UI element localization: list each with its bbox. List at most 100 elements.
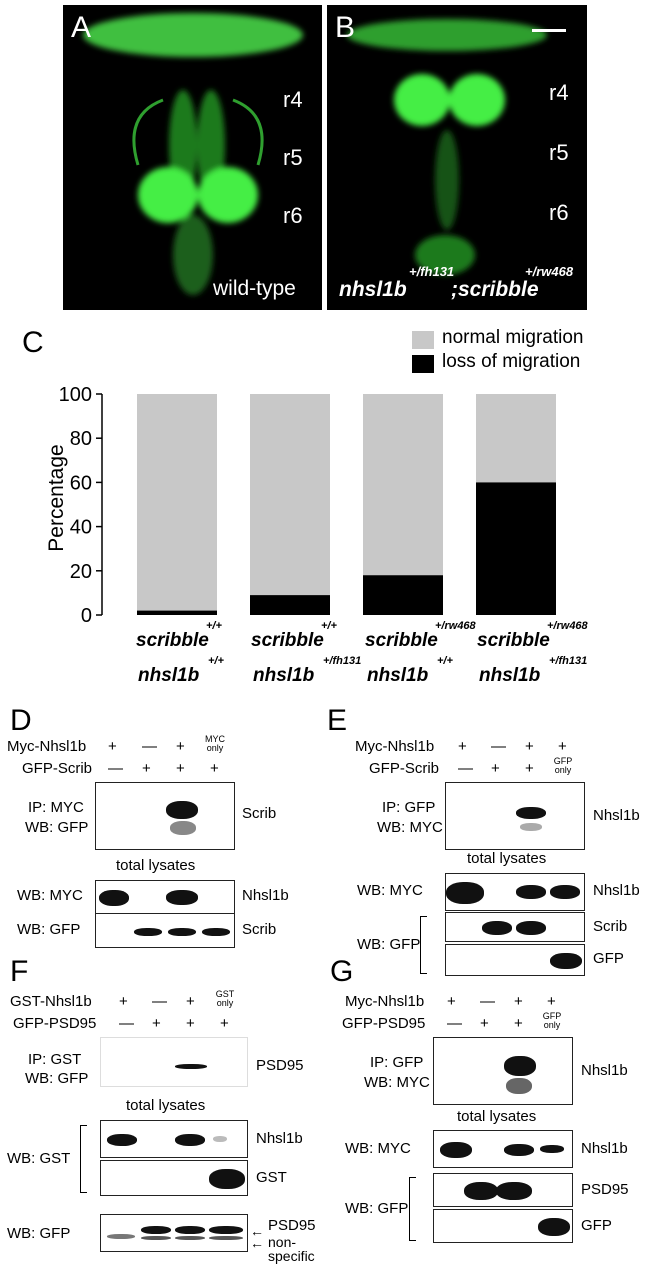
d-ip-label: IP: MYC bbox=[28, 799, 84, 816]
g-r2-m3: + bbox=[514, 1015, 523, 1032]
legend-label-loss: loss of migration bbox=[442, 351, 581, 372]
f-wb2-protein2: non-specific bbox=[268, 1234, 315, 1264]
cat3-sup1: +/rw468 bbox=[435, 620, 476, 632]
g-r1-m2: — bbox=[480, 993, 495, 1010]
e-wb1-label: WB: MYC bbox=[357, 882, 423, 899]
e-ip-protein: Nhsl1b bbox=[593, 807, 640, 824]
cat2-line1: scribble bbox=[251, 630, 324, 651]
y-tick-label: 0 bbox=[81, 605, 92, 627]
e-r1-m4: + bbox=[558, 738, 567, 755]
g-ip-label: IP: GFP bbox=[370, 1054, 424, 1071]
f-wb2-blot bbox=[100, 1214, 248, 1252]
f-wb1-protein2: GST bbox=[256, 1169, 287, 1186]
band bbox=[440, 1142, 472, 1158]
f-wb1-protein1: Nhsl1b bbox=[256, 1130, 303, 1147]
d-r1-m1: + bbox=[108, 738, 117, 755]
d-wb2-label: WB: GFP bbox=[17, 921, 81, 938]
f-r2-m2: + bbox=[152, 1015, 161, 1032]
e-wb2a-blot bbox=[445, 912, 585, 942]
band bbox=[496, 1182, 532, 1200]
f-r2-m3: + bbox=[186, 1015, 195, 1032]
e-ip-label: IP: GFP bbox=[382, 799, 436, 816]
e-r1-m1: + bbox=[458, 738, 467, 755]
category-label-3: scribble +/rw468 nhsl1b +/+ bbox=[365, 620, 485, 695]
g-r1-m1: + bbox=[447, 993, 456, 1010]
band bbox=[166, 801, 198, 819]
cat1-line1: scribble bbox=[136, 630, 209, 651]
genotype-caption-b: nhsl1b +/fh131 ;scribble +/rw468 bbox=[339, 262, 587, 302]
d-wb1-blot bbox=[95, 880, 235, 915]
gene-nhsl1b: nhsl1b bbox=[339, 278, 407, 301]
e-wb1-blot bbox=[445, 873, 585, 911]
panel-e: E Myc-Nhsl1b + — + + GFP-Scrib — + + GFP… bbox=[325, 700, 650, 976]
e-wb2-protein1: Scrib bbox=[593, 918, 628, 935]
band bbox=[516, 921, 546, 935]
panel-label-f: F bbox=[10, 955, 29, 988]
band bbox=[99, 890, 129, 906]
micrograph-a: A r4 r5 r6 wild-type bbox=[63, 5, 322, 310]
band bbox=[170, 821, 196, 835]
d-ipwb-label: WB: GFP bbox=[25, 819, 89, 836]
panel-label-a: A bbox=[71, 11, 92, 44]
legend-swatch-normal bbox=[412, 331, 434, 349]
legend-swatch-loss bbox=[412, 355, 434, 373]
band bbox=[168, 928, 196, 936]
band bbox=[107, 1234, 135, 1239]
band bbox=[134, 928, 162, 936]
f-ip-protein: PSD95 bbox=[256, 1057, 304, 1074]
panel-label-g: G bbox=[330, 955, 354, 988]
row2-label-e: GFP-Scrib bbox=[369, 760, 440, 777]
region-r6-label: r6 bbox=[283, 203, 303, 228]
f-wb1b-blot bbox=[100, 1160, 248, 1196]
band bbox=[141, 1236, 171, 1240]
d-r1-m3: + bbox=[176, 738, 185, 755]
f-r1-m3: + bbox=[186, 993, 195, 1010]
d-r2-m3: + bbox=[176, 760, 185, 777]
band bbox=[202, 928, 230, 936]
region-r4-label-b: r4 bbox=[549, 80, 569, 105]
row1-label-g: Myc-Nhsl1b bbox=[345, 993, 425, 1010]
g-wb1-protein: Nhsl1b bbox=[581, 1140, 628, 1157]
row2-label-g: GFP-PSD95 bbox=[342, 1015, 426, 1032]
y-tick-label: 80 bbox=[70, 428, 92, 450]
y-tick-label: 20 bbox=[70, 561, 92, 583]
g-total-lysates: total lysates bbox=[457, 1108, 537, 1125]
e-wb2-label: WB: GFP bbox=[357, 936, 421, 953]
g-ip-protein: Nhsl1b bbox=[581, 1062, 628, 1079]
g-wb2a-blot bbox=[433, 1173, 573, 1207]
e-total-lysates: total lysates bbox=[467, 850, 547, 867]
y-tick-label: 40 bbox=[70, 517, 92, 539]
g-r2-m1: — bbox=[447, 1015, 462, 1032]
panel-f: F GST-Nhsl1b + — + GST only GFP-PSD95 — … bbox=[0, 955, 325, 1280]
band bbox=[141, 1226, 171, 1234]
allele-fh131: +/fh131 bbox=[409, 264, 455, 279]
band bbox=[107, 1134, 137, 1146]
band bbox=[213, 1136, 227, 1142]
y-tick-label: 60 bbox=[70, 472, 92, 494]
g-ip-blot bbox=[433, 1037, 573, 1105]
bar-loss-of-migration bbox=[250, 595, 330, 615]
band bbox=[538, 1218, 570, 1236]
band bbox=[540, 1145, 564, 1153]
row2-label-f: GFP-PSD95 bbox=[13, 1015, 97, 1032]
cat4-sup1: +/rw468 bbox=[547, 620, 588, 632]
d-ip-blot bbox=[95, 782, 235, 850]
row1-label-f: GST-Nhsl1b bbox=[10, 993, 92, 1010]
bar-loss-of-migration bbox=[363, 575, 443, 615]
g-wb2b-blot bbox=[433, 1209, 573, 1243]
band bbox=[175, 1226, 205, 1234]
bar-loss-of-migration bbox=[476, 482, 556, 615]
band bbox=[516, 885, 546, 899]
band bbox=[550, 953, 582, 969]
d-wb2-protein: Scrib bbox=[242, 921, 277, 938]
category-label-1: scribble +/+ nhsl1b +/+ bbox=[136, 620, 246, 695]
d-r2-m1: — bbox=[108, 760, 123, 777]
row2-label-d: GFP-Scrib bbox=[22, 760, 93, 777]
cat3-sup2: +/+ bbox=[437, 655, 453, 667]
panel-label-b: B bbox=[335, 11, 356, 44]
e-wb2-protein2: GFP bbox=[593, 950, 624, 967]
e-ipwb-label: WB: MYC bbox=[377, 819, 443, 836]
f-gst-only-note: GST only bbox=[215, 989, 235, 1008]
d-r2-m2: + bbox=[142, 760, 151, 777]
region-r5-label: r5 bbox=[283, 145, 303, 170]
